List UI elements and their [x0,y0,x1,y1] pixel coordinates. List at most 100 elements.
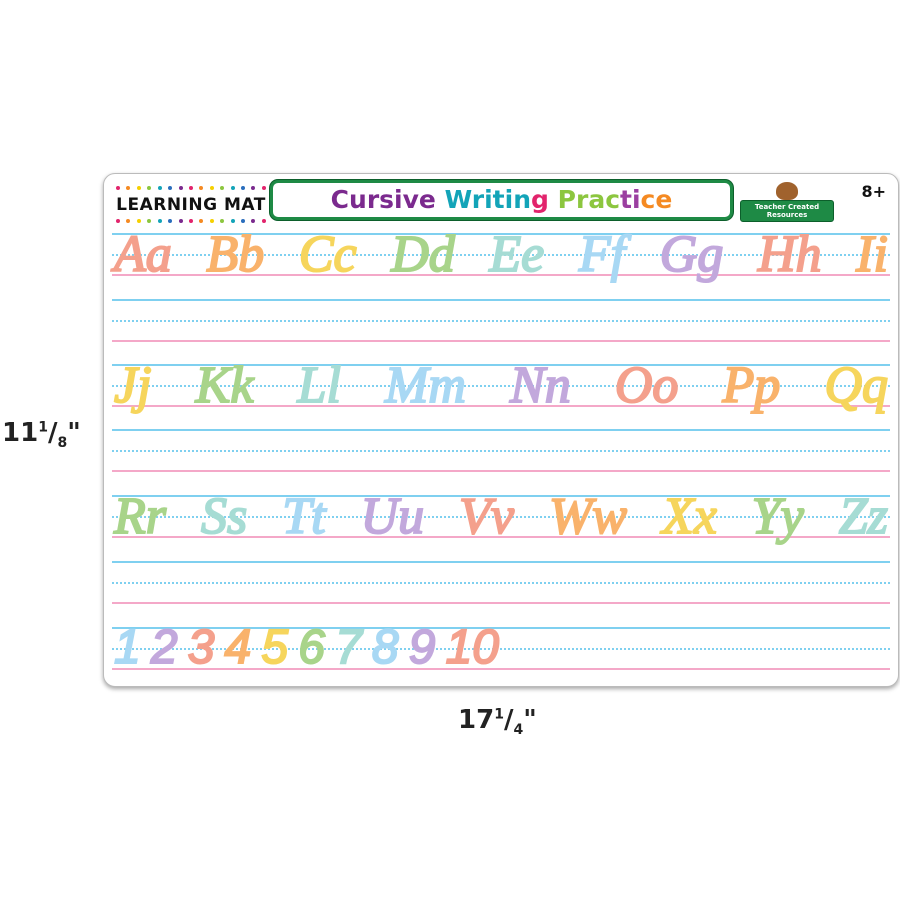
dot [188,186,193,190]
title-letter: r [471,185,485,214]
letter-pair: Nn [509,357,572,414]
dot [188,219,193,223]
dot [230,186,235,190]
letter-row: Aa Bb Cc Dd Ee Ff Gg Hh Ii [113,226,889,283]
baseline [112,405,890,407]
letter-pair: Uu [360,488,426,545]
number-glyph: 4 [224,621,253,674]
letter-pair: Tt [281,488,326,545]
dot [147,186,152,190]
title-letter: W [444,185,472,214]
baseline [112,668,890,670]
dot [241,186,246,190]
title-letter: u [349,185,367,214]
number-row: 1 2 3 4 5 6 7 8 9 10 [113,621,500,674]
dot [157,219,162,223]
midline-dashed [112,254,890,256]
title-letter: e [655,185,673,214]
title-letter: i [504,185,514,214]
letter-row: Rr Ss Tt Uu Vv Ww Xx Yy Zz [113,488,889,545]
number-glyph: 3 [187,621,216,674]
dot [136,186,141,190]
baseline [112,274,890,276]
letter-pair: Kk [195,357,255,414]
dot [136,219,141,223]
dot [261,219,266,223]
baseline [112,470,890,472]
letter-pair: Aa [113,226,173,283]
dot [261,186,266,190]
title-letter: v [402,185,419,214]
title-letter: r [575,185,589,214]
brand-block: LEARNING MAT [116,186,266,224]
dot [157,186,162,190]
letter-pair: Pp [722,357,782,414]
number-glyph: 7 [334,621,363,674]
width-num: 1 [494,706,504,723]
letter-pair: Qq [823,357,889,414]
top-line [112,561,890,563]
baseline [112,602,890,604]
dot [209,186,214,190]
top-line [112,495,890,497]
publisher-logo: Teacher Created Resources [740,182,834,222]
height-whole: 11 [2,418,39,448]
midline-dashed [112,385,890,387]
title-letter: g [531,185,549,214]
letter-pair: Ll [297,357,342,414]
width-den: 4 [513,722,524,739]
dot [209,219,214,223]
title-letter [436,185,445,214]
title-letter: r [366,185,380,214]
top-line [112,429,890,431]
learning-mat: LEARNING MAT Cursive Writing Practice Te… [103,173,899,687]
baseline [112,536,890,538]
publisher-name: Teacher Created Resources [740,200,834,222]
width-whole: 17 [458,705,495,735]
age-badge: 8+ [861,182,886,201]
number-glyph: 10 [445,621,500,674]
dot [241,219,246,223]
letter-pair: Hh [757,226,823,283]
dot [199,219,204,223]
title-letter: i [631,185,641,214]
dot [220,186,225,190]
title-letter: e [418,185,436,214]
top-line [112,364,890,366]
letter-pair: Ee [488,226,545,283]
title-letter [549,185,558,214]
title-letter: t [492,185,505,214]
dot [126,219,131,223]
dot [199,186,204,190]
letter-pair: Mm [384,357,467,414]
dot [168,219,173,223]
letter-pair: Xx [661,488,718,545]
dot [230,219,235,223]
midline-dashed [112,582,890,584]
number-glyph: 1 [113,621,142,674]
letter-row: Jj Kk Ll Mm Nn Oo Pp Qq [113,357,889,414]
letter-pair: Ss [200,488,248,545]
midline-dashed [112,648,890,650]
dot [178,186,183,190]
midline-dashed [112,320,890,322]
letter-pair: Oo [614,357,680,414]
letter-pair: Dd [390,226,456,283]
letter-pair: Ii [855,226,889,283]
dot [147,219,152,223]
number-glyph: 9 [408,621,437,674]
dot-border [116,219,266,224]
title-letter: s [379,185,395,214]
dot [251,219,256,223]
top-line [112,233,890,235]
number-glyph: 2 [150,621,179,674]
width-dimension-label: 171/4" [458,705,537,739]
dot [168,186,173,190]
title-letter: c [640,185,656,214]
letter-pair: Cc [298,226,358,283]
number-glyph: 5 [260,621,289,674]
dot [220,219,225,223]
dot [116,219,120,223]
title-letter: P [557,185,576,214]
mat-title: Cursive Writing Practice [270,180,733,220]
